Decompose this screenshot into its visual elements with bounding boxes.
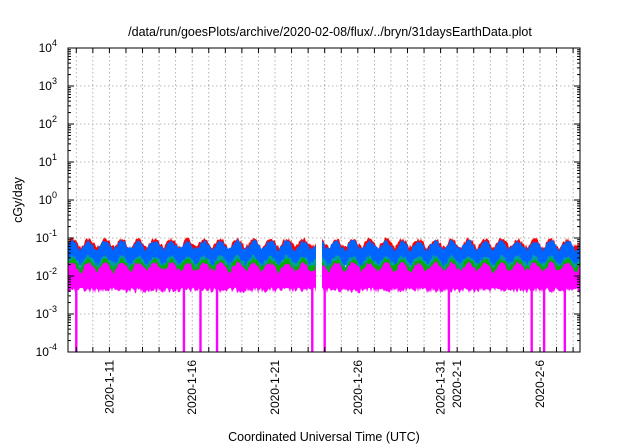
series-layer [68,237,580,294]
dropout-spike [542,287,546,352]
x-tick-label: 2020-2-1 [450,360,464,408]
x-tick-label: 2020-1-11 [102,360,116,414]
dropout-spike [311,287,314,352]
dropouts [75,287,567,352]
dropout-spike [199,287,202,352]
x-tick-label: 2020-2-6 [533,360,547,408]
y-axis: 10-4 10-3 10-2 10-1 100 101 102 103 104 [36,38,580,359]
x-tick-label: 2020-1-31 [434,360,448,415]
x-axis-label: Coordinated Universal Time (UTC) [228,430,420,444]
dropout-spike [447,287,451,352]
dropout-spike [563,287,567,352]
y-tick-label: 103 [39,76,57,93]
series-band-5 [68,260,580,294]
y-tick-label: 102 [39,114,57,131]
dropout-spike [215,287,219,352]
y-tick-label: 10-3 [36,304,57,321]
x-tick-label: 2020-1-26 [351,360,365,415]
y-tick-label: 104 [39,38,57,55]
x-tick-label: 2020-1-21 [268,360,282,415]
x-tick-label: 2020-1-16 [185,360,199,415]
dropout-spike [323,287,326,352]
y-axis-label: cGy/day [11,176,25,223]
dropout-spike [75,287,78,352]
grid [68,48,580,352]
y-tick-label: 101 [39,152,57,169]
dropout-spike [530,287,533,352]
dropout-spike [182,287,186,352]
x-axis: 2020-1-11 2020-1-16 2020-1-21 2020-1-26 2020… [75,48,574,415]
chart-title: /data/run/goesPlots/archive/2020-02-08/f… [128,25,532,39]
y-tick-label: 10-4 [36,342,57,359]
y-tick-label: 100 [39,190,57,207]
y-tick-label: 10-1 [36,228,57,245]
y-tick-label: 10-2 [36,266,57,283]
